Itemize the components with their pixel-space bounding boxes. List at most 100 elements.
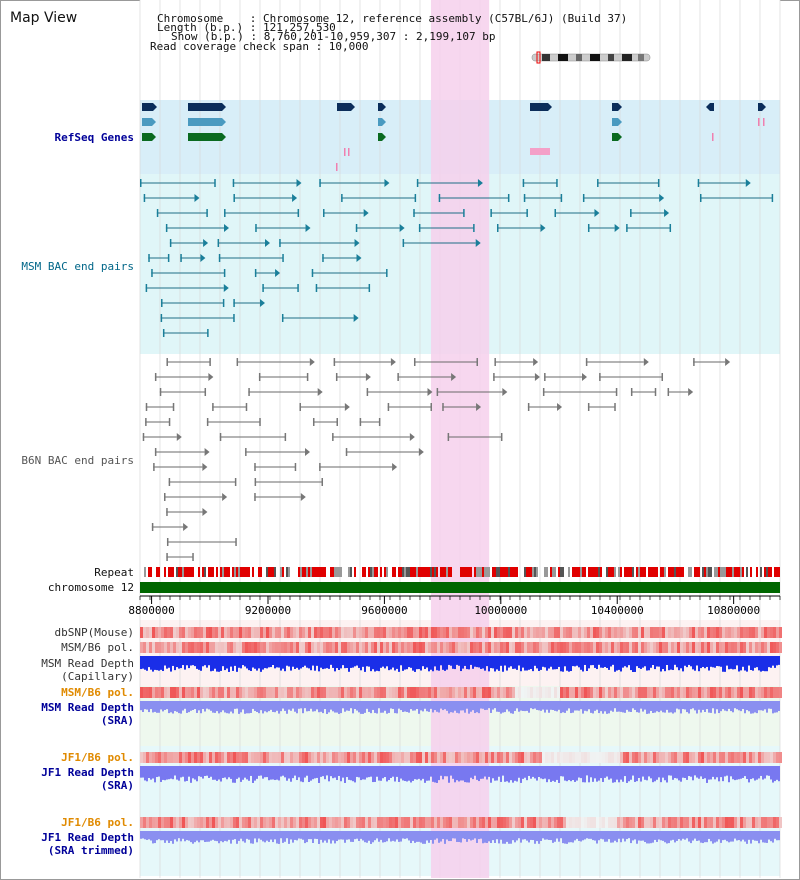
msm-pol-strip[interactable] bbox=[503, 642, 506, 653]
msm-depth-sra-bar[interactable] bbox=[370, 701, 372, 714]
jf1-depth-trimmed-bar[interactable] bbox=[314, 831, 316, 839]
msm-depth-capillary-bar[interactable] bbox=[174, 656, 176, 671]
repeat-element[interactable] bbox=[482, 567, 484, 577]
repeat-element[interactable] bbox=[696, 567, 698, 577]
b6n-bac-pair-end[interactable] bbox=[166, 508, 168, 516]
jf1-pol-trimmed-strip[interactable] bbox=[290, 817, 293, 828]
msm-pol-sra-strip[interactable] bbox=[161, 687, 164, 698]
jf1-depth-bar[interactable] bbox=[422, 766, 424, 779]
repeat-element[interactable] bbox=[764, 567, 766, 577]
msm-bac-pair-end[interactable] bbox=[496, 224, 499, 232]
b6n-bac-pair-arrow[interactable] bbox=[300, 493, 306, 501]
msm-depth-sra-bar[interactable] bbox=[226, 701, 228, 714]
msm-bac-pair-arrow[interactable] bbox=[203, 239, 209, 247]
msm-depth-capillary-bar[interactable] bbox=[742, 656, 744, 667]
jf1-depth-trimmed-bar[interactable] bbox=[760, 831, 762, 840]
b6n-bac-pair-end[interactable] bbox=[248, 388, 250, 396]
jf1-pol-strip[interactable] bbox=[704, 752, 707, 763]
msm-depth-capillary-bar[interactable] bbox=[580, 656, 582, 670]
jf1-pol-strip[interactable] bbox=[701, 752, 704, 763]
msm-depth-capillary-bar[interactable] bbox=[748, 656, 750, 666]
jf1-depth-trimmed-bar[interactable] bbox=[378, 831, 380, 842]
msm-depth-sra-bar[interactable] bbox=[174, 701, 176, 712]
jf1-depth-bar[interactable] bbox=[476, 766, 478, 780]
msm-depth-capillary-bar[interactable] bbox=[364, 656, 366, 672]
b6n-bac-pair-end[interactable] bbox=[336, 418, 338, 426]
dbsnp-strip[interactable] bbox=[752, 627, 755, 638]
jf1-depth-trimmed-bar[interactable] bbox=[722, 831, 724, 841]
msm-depth-capillary-bar[interactable] bbox=[726, 656, 728, 666]
jf1-depth-bar[interactable] bbox=[760, 766, 762, 776]
jf1-depth-trimmed-bar[interactable] bbox=[372, 831, 374, 843]
jf1-pol-trimmed-strip[interactable] bbox=[266, 817, 269, 828]
msm-pol-strip[interactable] bbox=[152, 642, 155, 653]
msm-pol-strip[interactable] bbox=[710, 642, 713, 653]
msm-depth-sra-bar[interactable] bbox=[394, 701, 396, 714]
msm-depth-capillary-bar[interactable] bbox=[306, 656, 308, 668]
jf1-depth-trimmed-bar[interactable] bbox=[316, 831, 318, 839]
jf1-pol-trimmed-strip[interactable] bbox=[206, 817, 209, 828]
msm-pol-sra-strip[interactable] bbox=[635, 687, 638, 698]
msm-pol-sra-strip[interactable] bbox=[398, 687, 401, 698]
jf1-depth-bar[interactable] bbox=[586, 766, 588, 776]
msm-pol-strip[interactable] bbox=[416, 642, 419, 653]
msm-pol-strip[interactable] bbox=[338, 642, 341, 653]
b6n-bac-pair-arrow[interactable] bbox=[557, 403, 563, 411]
msm-pol-strip[interactable] bbox=[446, 642, 449, 653]
msm-pol-sra-strip[interactable] bbox=[221, 687, 224, 698]
jf1-depth-trimmed-bar[interactable] bbox=[340, 831, 342, 840]
jf1-depth-bar[interactable] bbox=[734, 766, 736, 781]
msm-depth-capillary-bar[interactable] bbox=[234, 656, 236, 666]
refseq-gene[interactable] bbox=[612, 103, 622, 111]
msm-depth-capillary-bar[interactable] bbox=[190, 656, 192, 666]
jf1-depth-bar[interactable] bbox=[280, 766, 282, 777]
repeat-element[interactable] bbox=[492, 567, 494, 577]
msm-bac-pair-arrow[interactable] bbox=[363, 209, 369, 217]
repeat-element[interactable] bbox=[168, 567, 170, 577]
jf1-pol-trimmed-strip[interactable] bbox=[365, 817, 368, 828]
msm-bac-pair-end[interactable] bbox=[233, 194, 235, 202]
msm-depth-sra-bar[interactable] bbox=[656, 701, 658, 712]
jf1-depth-bar[interactable] bbox=[350, 766, 352, 781]
msm-depth-sra-bar[interactable] bbox=[632, 701, 634, 709]
b6n-bac-pair-end[interactable] bbox=[493, 373, 495, 381]
msm-depth-capillary-bar[interactable] bbox=[458, 656, 460, 666]
jf1-pol-trimmed-strip[interactable] bbox=[428, 817, 431, 828]
msm-bac-pair-arrow[interactable] bbox=[265, 239, 271, 247]
msm-pol-strip[interactable] bbox=[530, 642, 533, 653]
jf1-pol-strip[interactable] bbox=[392, 752, 395, 763]
msm-depth-sra-bar[interactable] bbox=[608, 701, 610, 714]
msm-pol-sra-strip[interactable] bbox=[233, 687, 236, 698]
msm-depth-sra-bar[interactable] bbox=[440, 701, 442, 709]
refseq-gene[interactable] bbox=[706, 103, 714, 111]
repeat-element[interactable] bbox=[468, 567, 470, 577]
msm-depth-capillary-bar[interactable] bbox=[646, 656, 648, 671]
msm-depth-sra-bar[interactable] bbox=[560, 701, 562, 714]
jf1-pol-trimmed-strip[interactable] bbox=[533, 817, 536, 828]
msm-depth-capillary-bar[interactable] bbox=[538, 656, 540, 671]
msm-bac-pair-arrow[interactable] bbox=[384, 179, 390, 187]
jf1-depth-bar[interactable] bbox=[684, 766, 686, 778]
msm-depth-capillary-bar[interactable] bbox=[176, 656, 178, 668]
jf1-depth-trimmed-bar[interactable] bbox=[482, 831, 484, 844]
dbsnp-strip[interactable] bbox=[188, 627, 191, 638]
msm-pol-strip[interactable] bbox=[671, 642, 674, 653]
jf1-depth-trimmed-bar[interactable] bbox=[434, 831, 436, 840]
b6n-bac-pair-end[interactable] bbox=[332, 433, 334, 441]
jf1-depth-bar[interactable] bbox=[492, 766, 494, 779]
jf1-pol-trimmed-strip[interactable] bbox=[551, 817, 554, 828]
dbsnp-strip[interactable] bbox=[767, 627, 770, 638]
msm-pol-sra-strip[interactable] bbox=[323, 687, 326, 698]
msm-depth-capillary-bar[interactable] bbox=[592, 656, 594, 666]
msm-pol-sra-strip[interactable] bbox=[701, 687, 704, 698]
msm-depth-capillary-bar[interactable] bbox=[518, 656, 520, 666]
dbsnp-strip[interactable] bbox=[422, 627, 425, 638]
repeat-element[interactable] bbox=[364, 567, 366, 577]
repeat-element[interactable] bbox=[626, 567, 628, 577]
msm-pol-sra-strip[interactable] bbox=[626, 687, 629, 698]
msm-depth-sra-bar[interactable] bbox=[680, 701, 682, 714]
msm-pol-strip[interactable] bbox=[494, 642, 497, 653]
msm-depth-sra-bar[interactable] bbox=[640, 701, 642, 709]
msm-depth-capillary-bar[interactable] bbox=[184, 656, 186, 670]
msm-pol-sra-strip[interactable] bbox=[350, 687, 353, 698]
